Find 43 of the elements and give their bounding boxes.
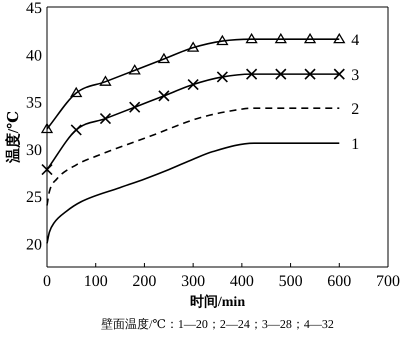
series-label: 4 <box>351 32 360 50</box>
x-tick-label: 600 <box>327 273 352 290</box>
text: 壁面温度/℃：1—20；2—24；3—28；4—32 <box>101 317 334 331</box>
point <box>41 164 53 176</box>
point <box>158 90 170 102</box>
x-tick-label: 400 <box>230 273 254 290</box>
y-tick-label: 40 <box>26 47 42 64</box>
point <box>129 64 140 74</box>
point <box>304 33 316 44</box>
y-tick-label: 45 <box>26 0 42 17</box>
series-label: 1 <box>351 136 360 154</box>
point <box>246 68 258 80</box>
y-tick-label: 20 <box>26 236 42 254</box>
point <box>70 87 82 98</box>
point <box>41 123 53 134</box>
x-tick-label: 500 <box>278 273 303 290</box>
point <box>187 42 199 52</box>
series-label: 3 <box>351 67 360 84</box>
point <box>216 35 228 46</box>
x-axis-title: 时间/min <box>190 294 246 310</box>
point <box>304 68 316 80</box>
point <box>100 76 112 86</box>
x-tick-label: 0 <box>43 273 51 290</box>
point <box>246 33 258 44</box>
point <box>275 33 286 44</box>
x-tick-label: 700 <box>376 273 400 290</box>
series-label: 2 <box>351 101 360 118</box>
y-axis-title: 温度/℃ <box>4 110 22 164</box>
point <box>128 101 140 114</box>
y-tick-label: 30 <box>26 142 42 159</box>
x-tick-label: 100 <box>84 273 108 290</box>
point <box>158 53 170 64</box>
point <box>187 78 199 90</box>
y-tick-label: 35 <box>26 94 42 112</box>
point <box>216 71 228 83</box>
y-tick-label: 25 <box>26 189 42 206</box>
point <box>275 68 287 80</box>
x-tick-label: 200 <box>132 273 156 290</box>
point <box>334 33 345 44</box>
x-tick-label: 300 <box>181 273 206 290</box>
point <box>100 112 112 124</box>
point <box>70 124 82 136</box>
point <box>333 68 346 80</box>
